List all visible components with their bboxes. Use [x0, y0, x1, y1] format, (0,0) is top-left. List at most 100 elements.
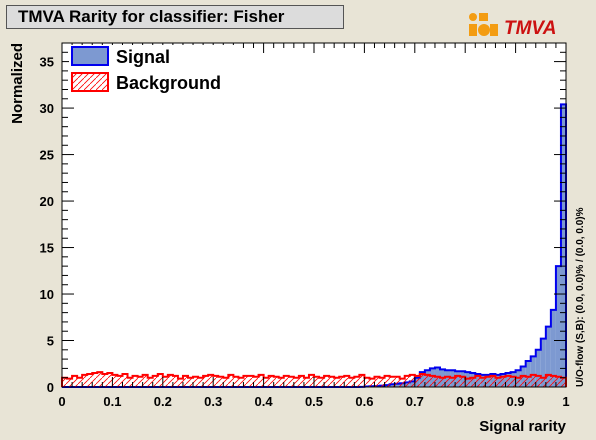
- tmva-logo-graphic: TMVA: [469, 13, 556, 39]
- y-tick-label: 15: [40, 241, 54, 256]
- background-bar: [102, 373, 108, 387]
- signal-bar: [560, 104, 566, 388]
- x-tick-label: 0.1: [103, 394, 121, 409]
- background-bar: [530, 374, 536, 387]
- x-tick-label: 0.3: [204, 394, 222, 409]
- background-bar: [480, 377, 486, 387]
- background-bar: [122, 373, 128, 387]
- background-bar: [263, 377, 269, 387]
- background-bar: [208, 374, 214, 387]
- y-tick-label: 25: [40, 148, 54, 163]
- background-bar: [298, 375, 304, 387]
- background-bar: [429, 375, 435, 387]
- background-bar: [324, 375, 330, 387]
- x-tick-label: 0.5: [305, 394, 323, 409]
- background-bar: [364, 377, 370, 387]
- signal-bar: [555, 266, 561, 387]
- background-bar: [485, 376, 491, 387]
- background-bar: [369, 378, 375, 387]
- legend-label-background: Background: [116, 73, 221, 93]
- background-bar: [203, 375, 209, 387]
- background-bar: [560, 377, 566, 387]
- y-tick-label: 20: [40, 194, 54, 209]
- background-bar: [253, 376, 259, 387]
- x-tick-label: 0.8: [456, 394, 474, 409]
- background-bar: [62, 377, 68, 387]
- background-bar: [394, 376, 400, 387]
- plot-area: [62, 43, 566, 387]
- background-bar: [308, 374, 314, 387]
- background-bar: [414, 375, 420, 387]
- background-bar: [67, 378, 73, 387]
- background-bar: [339, 376, 345, 387]
- y-tick-label: 5: [47, 334, 54, 349]
- signal-bar: [530, 356, 536, 387]
- background-bar: [258, 374, 264, 387]
- background-bar: [147, 377, 153, 387]
- background-bar: [188, 377, 194, 387]
- background-bar: [319, 377, 325, 387]
- background-bar: [545, 374, 551, 387]
- background-bar: [515, 377, 521, 387]
- legend-swatch-signal: [71, 46, 109, 66]
- background-bar: [434, 376, 440, 387]
- background-bar: [233, 376, 239, 387]
- background-bar: [278, 377, 284, 387]
- background-bar: [283, 375, 289, 387]
- x-tick-label: 0.2: [154, 394, 172, 409]
- background-bar: [460, 376, 466, 387]
- background-bar: [132, 375, 138, 387]
- x-tick-label: 1: [562, 394, 569, 409]
- legend: Signal Background: [69, 45, 239, 97]
- y-tick-label: 35: [40, 55, 54, 70]
- background-bar: [293, 377, 299, 387]
- signal-bar: [545, 326, 551, 387]
- background-bar: [107, 373, 113, 387]
- x-tick-label: 0.4: [255, 394, 274, 409]
- tmva-logo: TMVA: [468, 12, 568, 39]
- x-tick-label: 0.6: [355, 394, 373, 409]
- background-bar: [112, 374, 118, 387]
- y-tick-label: 0: [47, 380, 54, 395]
- background-bar: [344, 375, 350, 387]
- background-bar: [97, 372, 103, 387]
- background-bar: [440, 377, 446, 387]
- background-bar: [303, 377, 309, 387]
- background-bar: [157, 373, 163, 387]
- background-bar: [399, 378, 405, 387]
- background-bar: [248, 375, 254, 387]
- background-bar: [213, 375, 219, 387]
- background-bar: [243, 375, 249, 387]
- signal-bar: [525, 360, 531, 387]
- background-bar: [354, 376, 360, 387]
- background-bar: [334, 377, 340, 387]
- background-bar: [510, 376, 516, 387]
- x-axis: 0 0.1 0.2 0.3 0.4 0.5 0.6 0.7 0.8 0.9 1: [58, 43, 570, 409]
- background-bar: [218, 376, 224, 387]
- background-bar: [177, 378, 183, 387]
- legend-swatch-background: [71, 72, 109, 92]
- background-bar: [137, 376, 143, 387]
- background-bar: [404, 375, 410, 387]
- background-bar: [77, 377, 83, 387]
- background-bar: [379, 377, 385, 387]
- signal-bar: [540, 338, 546, 387]
- y-tick-label: 30: [40, 101, 54, 116]
- background-bar: [268, 375, 274, 387]
- background-bar: [273, 376, 279, 387]
- background-bar: [152, 375, 158, 387]
- chart-title: TMVA Rarity for classifier: Fisher: [18, 7, 285, 26]
- x-tick-label: 0.7: [406, 394, 424, 409]
- background-bar: [490, 375, 496, 387]
- background-bar: [162, 376, 168, 387]
- background-bar: [198, 377, 204, 387]
- background-bar: [455, 375, 461, 387]
- chart-title-box: TMVA Rarity for classifier: Fisher: [6, 5, 344, 29]
- background-bar: [127, 377, 133, 387]
- background-bar: [550, 375, 556, 387]
- x-axis-label: Signal rarity: [479, 418, 566, 435]
- background-bar: [87, 373, 93, 387]
- background-bar: [470, 377, 476, 387]
- background-bar: [72, 375, 78, 387]
- y-axis: 0 5 10 15 20 25 30 35: [40, 51, 566, 395]
